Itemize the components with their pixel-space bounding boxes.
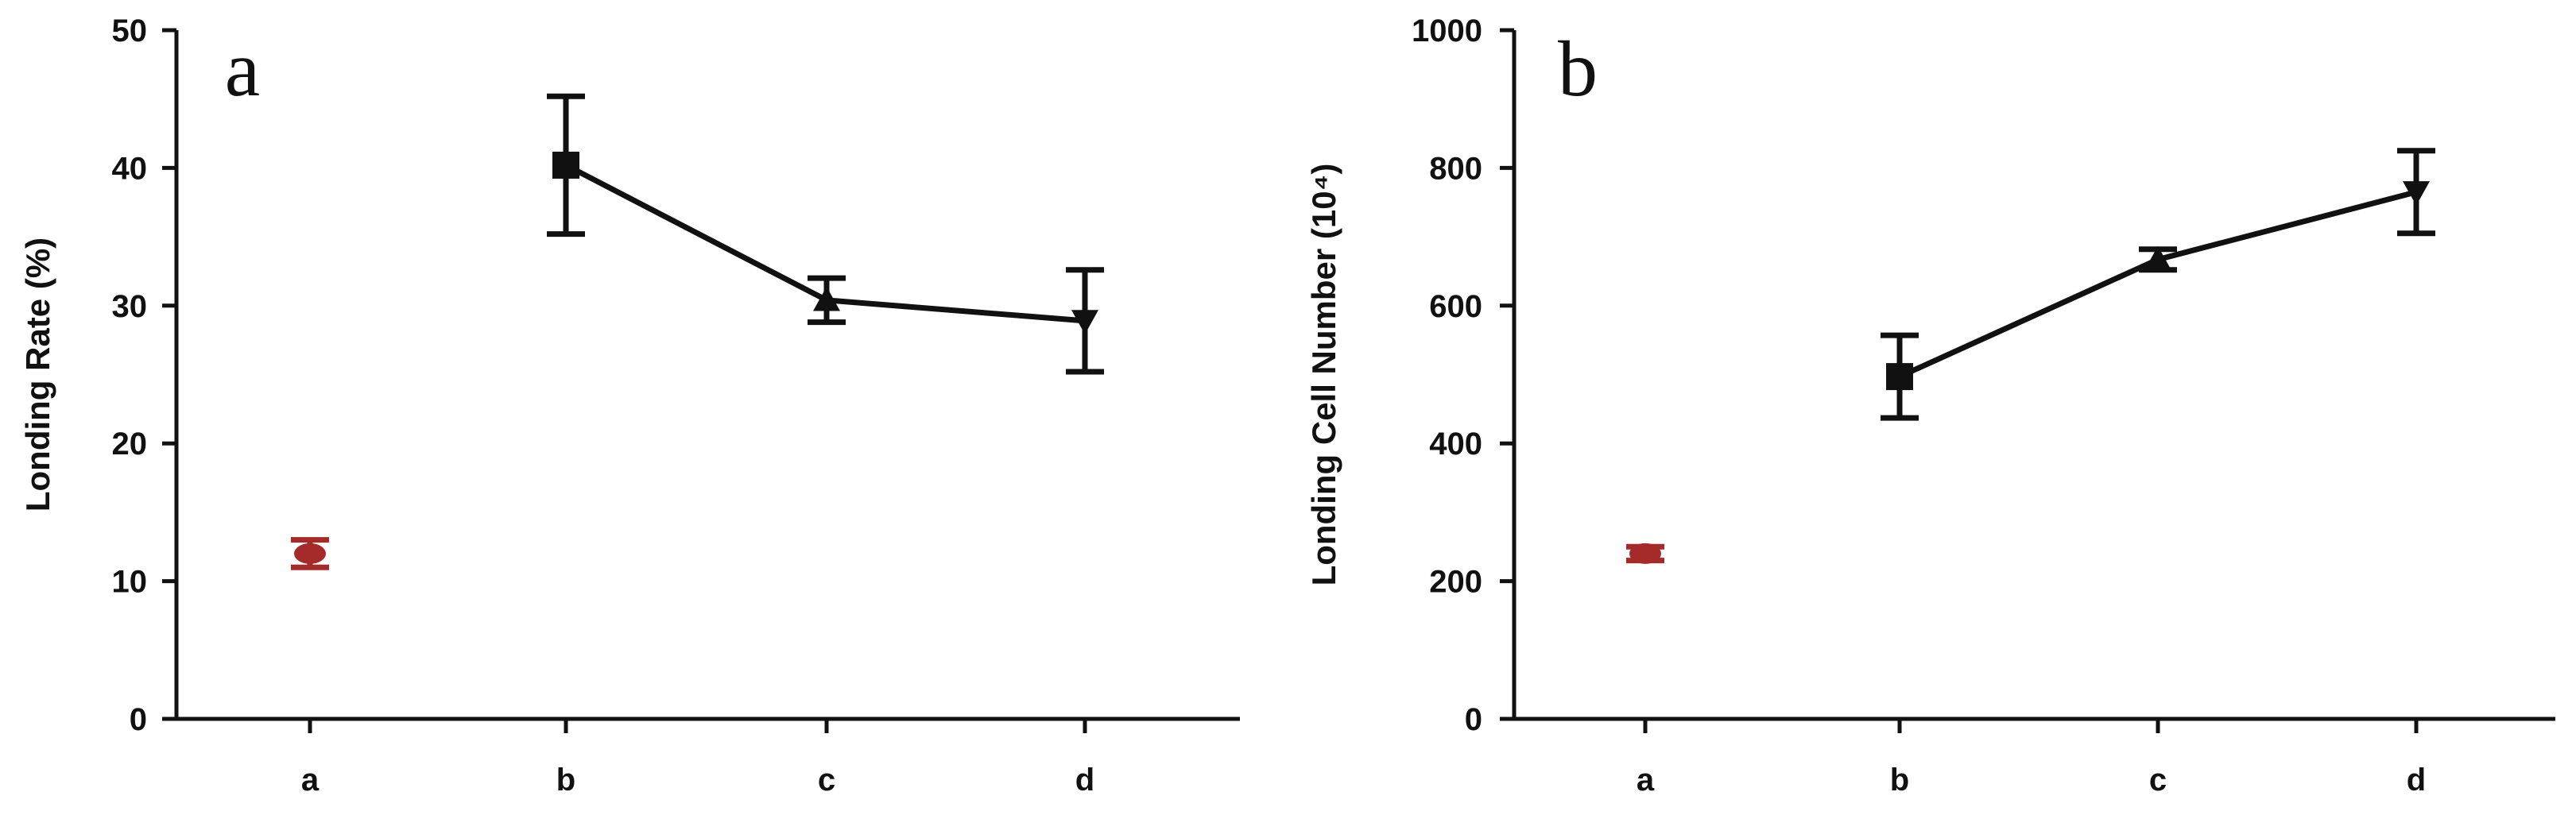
y-axis-title: Londing Rate (%)	[19, 238, 56, 512]
x-tick-label: b	[1890, 763, 1909, 798]
x-tick-label: d	[2407, 763, 2426, 798]
x-tick-label: a	[301, 763, 320, 798]
y-tick-label: 1000	[1412, 14, 1482, 48]
data-point-triangle-down	[1071, 310, 1098, 334]
data-point-circle	[1629, 543, 1661, 564]
y-tick-label: 400	[1429, 427, 1482, 462]
y-axis-title: Londing Cell Number (10⁴)	[1305, 164, 1342, 586]
y-tick-label: 200	[1429, 565, 1482, 600]
data-point-circle	[294, 543, 326, 564]
data-point-triangle-up	[813, 286, 840, 311]
y-tick-label: 10	[112, 565, 148, 600]
data-point-triangle-down	[2403, 181, 2430, 206]
y-tick-label: 30	[112, 289, 148, 324]
series-line	[1898, 189, 2417, 380]
x-tick-label: c	[818, 763, 835, 798]
chart-panel-b: 0 200 400 600 800 1000 a b c d Londing Cell Number…	[1305, 14, 2555, 798]
y-tick-label: 800	[1429, 151, 1482, 186]
panel-label: b	[1558, 25, 1598, 113]
data-point-square	[552, 151, 579, 179]
x-tick-label: d	[1075, 763, 1094, 798]
data-point-triangle-up	[2144, 245, 2171, 271]
y-tick-label: 0	[130, 702, 147, 737]
x-tick-label: a	[1637, 763, 1655, 798]
y-tick-label: 50	[112, 14, 148, 48]
chart-panel-a: 0 10 20 30 40 50 a b c d Londing Rate (%) a	[19, 14, 1240, 798]
panel-label: a	[225, 25, 260, 113]
x-tick-label: c	[2149, 763, 2167, 798]
y-tick-label: 40	[112, 151, 148, 186]
data-point-square	[1886, 363, 1913, 391]
x-tick-label: b	[556, 763, 575, 798]
y-tick-label: 600	[1429, 289, 1482, 324]
y-tick-label: 20	[112, 427, 148, 462]
y-tick-label: 0	[1465, 702, 1482, 737]
